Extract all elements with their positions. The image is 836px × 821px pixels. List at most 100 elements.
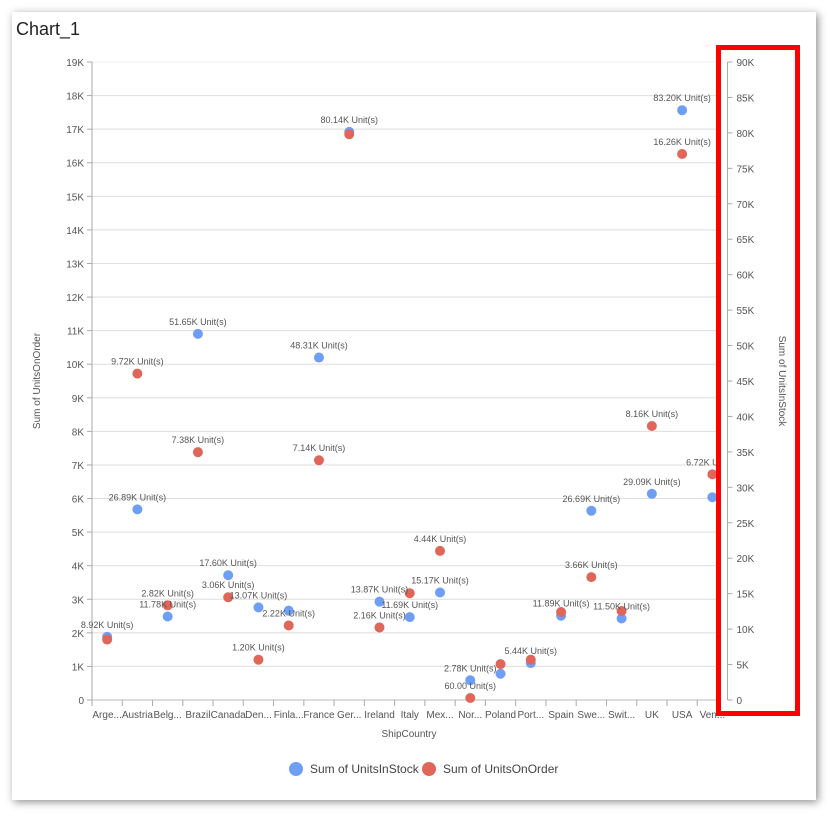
data-label: 2.78K Unit(s)	[444, 663, 497, 673]
data-label: 26.69K Unit(s)	[563, 494, 621, 504]
onorder-point	[132, 368, 143, 379]
onorder-point	[253, 654, 264, 665]
x-tick-label: USA	[672, 710, 693, 721]
instock-point	[132, 504, 143, 515]
x-tick-label: Mex...	[426, 710, 453, 721]
y2-axis-title: Sum of UnitsInStock	[776, 336, 787, 428]
onorder-point	[223, 592, 234, 603]
data-label: 7.14K Unit(s)	[293, 443, 346, 453]
y-tick-label: 0	[78, 696, 84, 707]
x-tick-label: Den...	[245, 710, 272, 721]
x-tick-label: Ven...	[700, 710, 726, 721]
data-label: 8.92K Unit(s)	[81, 620, 134, 630]
y2-tick-label: 85K	[737, 93, 755, 104]
instock-point	[313, 352, 324, 363]
data-label: 9.72K Unit(s)	[111, 357, 164, 367]
instock-point	[192, 328, 203, 339]
y-tick-label: 2K	[72, 629, 85, 640]
y-tick-label: 9K	[72, 394, 85, 405]
instock-point	[677, 105, 688, 116]
data-label: 80.14K Unit(s)	[320, 115, 378, 125]
x-tick-label: France	[303, 710, 335, 721]
data-label: 3.66K Unit(s)	[565, 560, 618, 570]
y2-tick-label: 30K	[737, 483, 755, 494]
onorder-point	[283, 620, 294, 631]
y2-tick-label: 35K	[737, 448, 755, 459]
data-label: 2.22K Unit(s)	[262, 608, 315, 618]
instock-point	[162, 611, 173, 622]
y-tick-label: 6K	[72, 495, 85, 506]
data-label: 11.69K Unit(s)	[381, 600, 438, 610]
y2-tick-label: 50K	[737, 342, 755, 353]
onorder-point	[586, 572, 597, 583]
data-label: 11.89K Unit(s)	[533, 599, 590, 609]
y-axis-title: Sum of UnitsOnOrder	[32, 332, 43, 429]
x-tick-label: Nor...	[458, 710, 482, 721]
x-tick-label: Austria	[122, 710, 154, 721]
instock-point	[465, 675, 476, 686]
instock-point	[707, 492, 718, 503]
data-label: 11.50K Unit(s)	[593, 601, 650, 611]
y-tick-label: 5K	[72, 528, 85, 539]
y2-tick-label: 45K	[737, 377, 755, 388]
chart-title: Chart_1	[16, 19, 81, 39]
instock-point	[223, 570, 234, 581]
chart-card	[12, 12, 816, 800]
y-tick-label: 13K	[66, 259, 84, 270]
data-label: 16.26K Unit(s)	[653, 137, 711, 147]
onorder-point	[495, 659, 506, 670]
x-tick-label: Italy	[401, 710, 419, 721]
y-tick-label: 1K	[72, 662, 85, 673]
legend-instock-label: Sum of UnitsInStock	[310, 762, 420, 776]
y-tick-label: 4K	[72, 562, 85, 573]
data-label: 11.78K Unit(s)	[139, 599, 196, 609]
y-tick-label: 18K	[66, 92, 84, 103]
data-label: 17.60K Unit(s)	[199, 558, 257, 568]
data-label: 26.89K Unit(s)	[109, 492, 167, 502]
data-label: 5.44K Unit(s)	[505, 646, 558, 656]
data-label: 6.72K Unit(s)	[686, 457, 739, 467]
x-tick-label: UK	[645, 710, 659, 721]
data-label: 8.16K Unit(s)	[626, 409, 679, 419]
onorder-point	[192, 447, 203, 458]
x-tick-label: Finla...	[274, 710, 304, 721]
y-tick-label: 16K	[66, 159, 84, 170]
data-label: 7.38K Unit(s)	[172, 435, 225, 445]
data-label: 48.31K Unit(s)	[290, 341, 348, 351]
data-label: 29.09K Unit(s)	[623, 477, 681, 487]
y2-tick-label: 60K	[737, 271, 755, 282]
instock-point	[586, 505, 597, 516]
legend-instock-marker	[289, 762, 303, 776]
data-label: 15.17K Unit(s)	[411, 575, 469, 585]
y2-tick-label: 10K	[737, 625, 755, 636]
onorder-point	[525, 654, 536, 665]
onorder-point	[313, 455, 324, 466]
data-label: 3.06K Unit(s)	[202, 580, 255, 590]
data-label: 4.44K Unit(s)	[414, 534, 467, 544]
y2-tick-label: 5K	[737, 661, 750, 672]
y-tick-label: 15K	[66, 192, 84, 203]
x-tick-label: Swe...	[577, 710, 605, 721]
legend-onorder-label: Sum of UnitsOnOrder	[443, 762, 558, 776]
onorder-point	[102, 634, 113, 645]
data-label: 13.07K Unit(s)	[230, 590, 288, 600]
onorder-point	[344, 129, 355, 140]
y-tick-label: 8K	[72, 427, 85, 438]
data-label: 13.87K Unit(s)	[351, 585, 409, 595]
data-label: 51.65K Unit(s)	[169, 317, 227, 327]
y-tick-label: 17K	[66, 125, 84, 136]
y2-tick-label: 90K	[737, 58, 755, 69]
instock-point	[283, 605, 294, 616]
y2-tick-label: 55K	[737, 306, 755, 317]
x-tick-label: Ger...	[337, 710, 361, 721]
instock-point	[646, 488, 657, 499]
data-label: 60.00 Unit(s)	[445, 681, 497, 691]
x-tick-label: Ireland	[364, 710, 395, 721]
onorder-point	[404, 588, 415, 599]
y-tick-label: 19K	[66, 58, 84, 69]
y-tick-label: 12K	[66, 293, 84, 304]
instock-point	[374, 596, 385, 607]
y2-tick-label: 15K	[737, 590, 755, 601]
onorder-point	[435, 545, 446, 556]
